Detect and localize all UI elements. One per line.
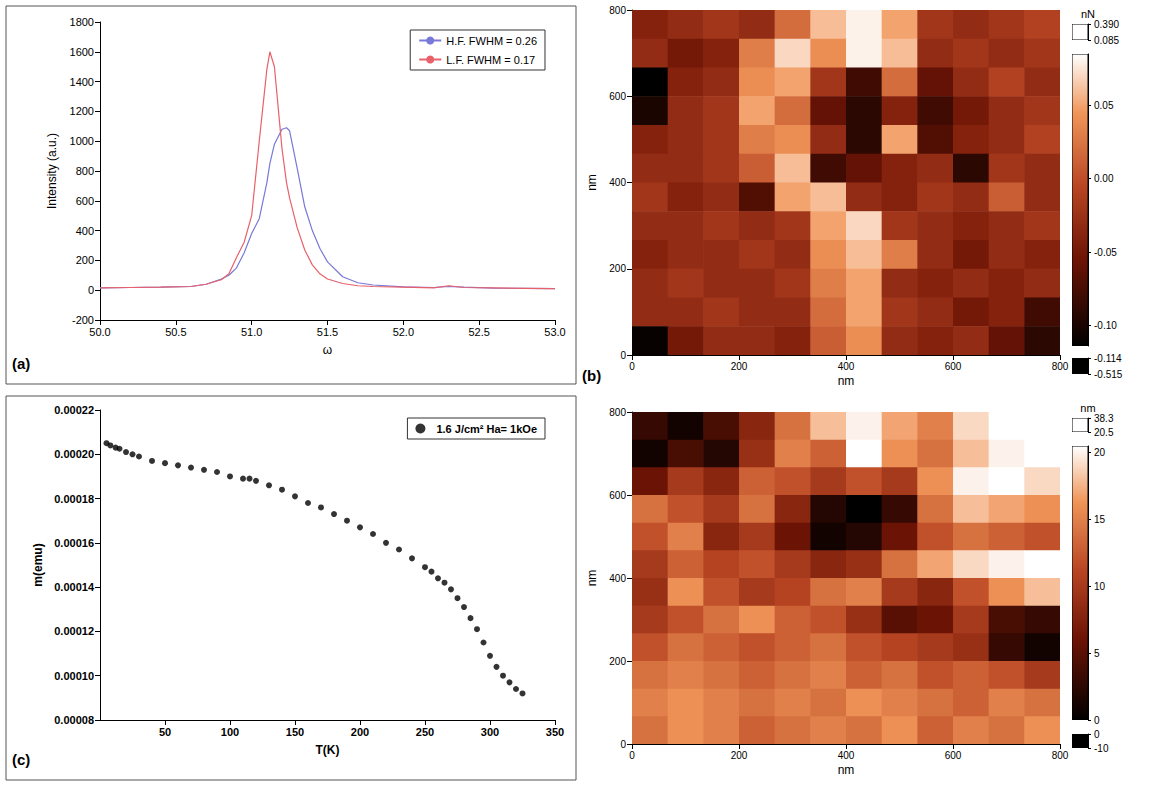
svg-text:400: 400 [838,750,855,761]
svg-text:0: 0 [629,750,635,761]
svg-text:(c): (c) [12,751,30,768]
svg-text:350: 350 [546,726,564,738]
svg-text:-0.114: -0.114 [1094,353,1122,364]
svg-text:600: 600 [76,195,94,207]
svg-text:0.00016: 0.00016 [54,537,94,549]
svg-text:0.00018: 0.00018 [54,493,94,505]
svg-text:nm: nm [585,174,599,191]
svg-text:150: 150 [286,726,304,738]
svg-text:T(K): T(K) [316,743,340,757]
svg-text:1.6 J/cm² Ha= 1kOe: 1.6 J/cm² Ha= 1kOe [436,423,537,435]
svg-text:300: 300 [481,726,499,738]
svg-text:m(emu): m(emu) [31,543,45,586]
svg-text:200: 200 [609,263,626,274]
svg-text:50.5: 50.5 [165,326,186,338]
svg-text:5: 5 [1094,648,1100,659]
svg-text:20.5: 20.5 [1094,427,1114,438]
svg-text:800: 800 [76,165,94,177]
svg-text:50.0: 50.0 [89,326,110,338]
svg-text:-10: -10 [1094,743,1109,754]
svg-text:100: 100 [221,726,239,738]
svg-text:200: 200 [731,361,748,372]
svg-text:0: 0 [1094,729,1100,740]
svg-text:400: 400 [838,361,855,372]
svg-text:800: 800 [609,407,626,418]
svg-text:800: 800 [609,5,626,16]
svg-text:0.00020: 0.00020 [54,448,94,460]
svg-text:H.F. FWHM = 0.26: H.F. FWHM = 0.26 [446,35,537,47]
svg-text:0.085: 0.085 [1094,35,1119,46]
svg-text:52.5: 52.5 [468,326,489,338]
svg-text:0: 0 [620,350,626,361]
svg-text:0.00012: 0.00012 [54,625,94,637]
svg-text:600: 600 [609,91,626,102]
svg-text:10: 10 [1094,581,1106,592]
svg-text:52.0: 52.0 [393,326,414,338]
svg-text:(b): (b) [582,367,601,384]
svg-text:0.00008: 0.00008 [54,714,94,726]
svg-text:1800: 1800 [70,16,94,28]
svg-text:200: 200 [76,254,94,266]
svg-text:1600: 1600 [70,46,94,58]
svg-text:20: 20 [1094,447,1106,458]
svg-text:600: 600 [945,750,962,761]
svg-text:1000: 1000 [70,135,94,147]
svg-text:200: 200 [609,656,626,667]
svg-text:1400: 1400 [70,76,94,88]
svg-text:38.3: 38.3 [1094,413,1114,424]
svg-text:0.390: 0.390 [1094,19,1119,30]
svg-text:Intensity (a.u.): Intensity (a.u.) [45,133,59,209]
svg-text:400: 400 [609,177,626,188]
svg-text:nm: nm [838,374,855,388]
svg-text:400: 400 [76,225,94,237]
svg-text:250: 250 [416,726,434,738]
svg-text:50: 50 [159,726,171,738]
svg-text:nN: nN [1081,8,1095,20]
svg-text:0.00022: 0.00022 [54,404,94,416]
svg-text:51.0: 51.0 [241,326,262,338]
svg-text:0.00014: 0.00014 [54,581,95,593]
svg-text:-0.10: -0.10 [1094,320,1117,331]
svg-text:200: 200 [731,750,748,761]
svg-text:-0.05: -0.05 [1094,247,1117,258]
svg-text:(a): (a) [12,355,30,372]
svg-text:0: 0 [629,361,635,372]
svg-text:53.0: 53.0 [544,326,565,338]
svg-text:0: 0 [88,284,94,296]
svg-text:51.5: 51.5 [317,326,338,338]
svg-text:1200: 1200 [70,105,94,117]
svg-text:800: 800 [1052,750,1069,761]
svg-text:600: 600 [609,490,626,501]
svg-text:400: 400 [609,573,626,584]
svg-text:nm: nm [838,763,855,777]
svg-text:-200: -200 [72,314,94,326]
svg-text:0: 0 [1094,715,1100,726]
svg-text:0.00: 0.00 [1094,173,1114,184]
svg-text:nm: nm [585,570,599,587]
svg-text:ω: ω [323,343,332,357]
svg-text:nm: nm [1080,401,1096,414]
svg-text:15: 15 [1094,514,1106,525]
svg-text:600: 600 [945,361,962,372]
svg-text:200: 200 [351,726,369,738]
svg-text:L.F. FWHM = 0.17: L.F. FWHM = 0.17 [446,54,535,66]
svg-text:0: 0 [620,739,626,750]
svg-text:0.05: 0.05 [1094,100,1114,111]
svg-text:0.00010: 0.00010 [54,670,94,682]
svg-text:-0.515: -0.515 [1094,369,1123,380]
svg-text:800: 800 [1052,361,1069,372]
